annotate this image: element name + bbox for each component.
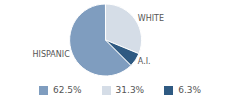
html-text:31.3%: 31.3% <box>115 85 145 95</box>
html-text:6.3%: 6.3% <box>178 85 201 95</box>
svg-text:WHITE: WHITE <box>138 14 164 23</box>
svg-text:A.I.: A.I. <box>138 57 151 66</box>
html-text:62.5%: 62.5% <box>53 85 82 95</box>
svg-text:HISPANIC: HISPANIC <box>33 50 71 59</box>
